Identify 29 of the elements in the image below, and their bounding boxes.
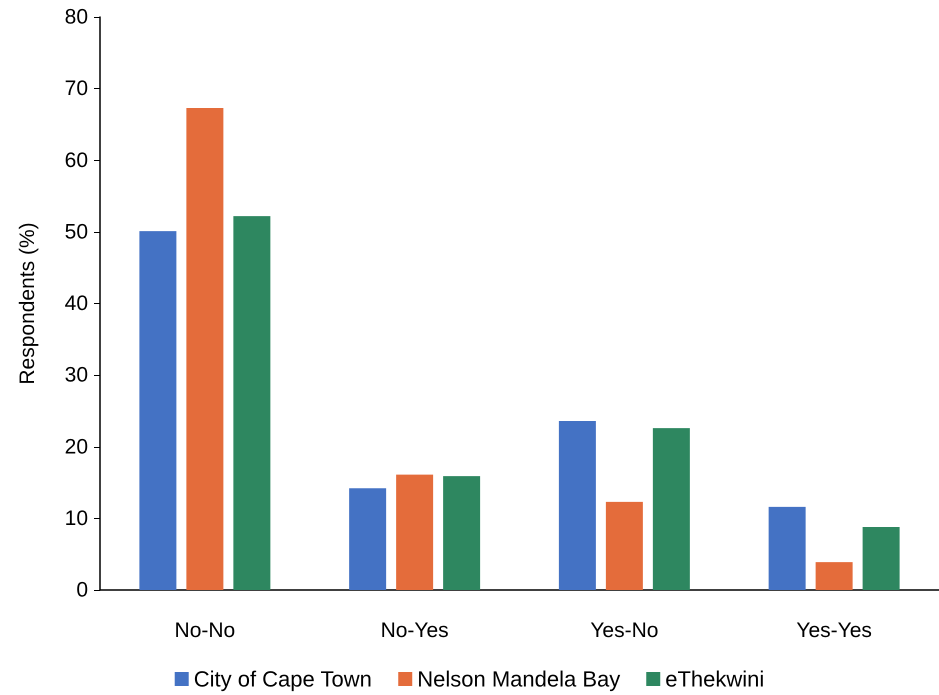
bar <box>652 428 690 590</box>
y-tick-label: 80 <box>64 6 88 28</box>
bar <box>862 526 900 590</box>
y-axis-title: Respondents (%) <box>16 222 39 385</box>
y-tick-label: 20 <box>64 435 88 458</box>
x-tick-label: No-Yes <box>380 619 449 642</box>
x-tick-label: Yes-No <box>590 619 658 642</box>
bar <box>816 562 853 590</box>
y-tick-label: 70 <box>64 77 88 100</box>
bar <box>349 488 386 590</box>
bar <box>443 476 480 590</box>
bar <box>558 420 596 590</box>
x-tick-label: Yes-Yes <box>796 619 872 642</box>
bar <box>768 506 806 590</box>
legend-label: eThekwini <box>665 666 764 692</box>
legend-label: Nelson Mandela Bay <box>417 666 620 692</box>
y-tick-label: 40 <box>64 292 88 315</box>
x-tick-label: No-No <box>174 619 236 642</box>
y-tick-label: 0 <box>76 578 88 602</box>
y-tick-label: 10 <box>64 506 88 530</box>
bar <box>139 231 176 590</box>
bar <box>396 474 434 590</box>
legend-label: City of Cape Town <box>194 666 372 692</box>
bar <box>233 216 270 590</box>
bar <box>606 502 643 590</box>
y-tick-label: 30 <box>64 364 88 387</box>
bar <box>186 108 224 590</box>
y-tick-label: 50 <box>64 220 88 244</box>
y-tick-label: 60 <box>64 148 88 172</box>
